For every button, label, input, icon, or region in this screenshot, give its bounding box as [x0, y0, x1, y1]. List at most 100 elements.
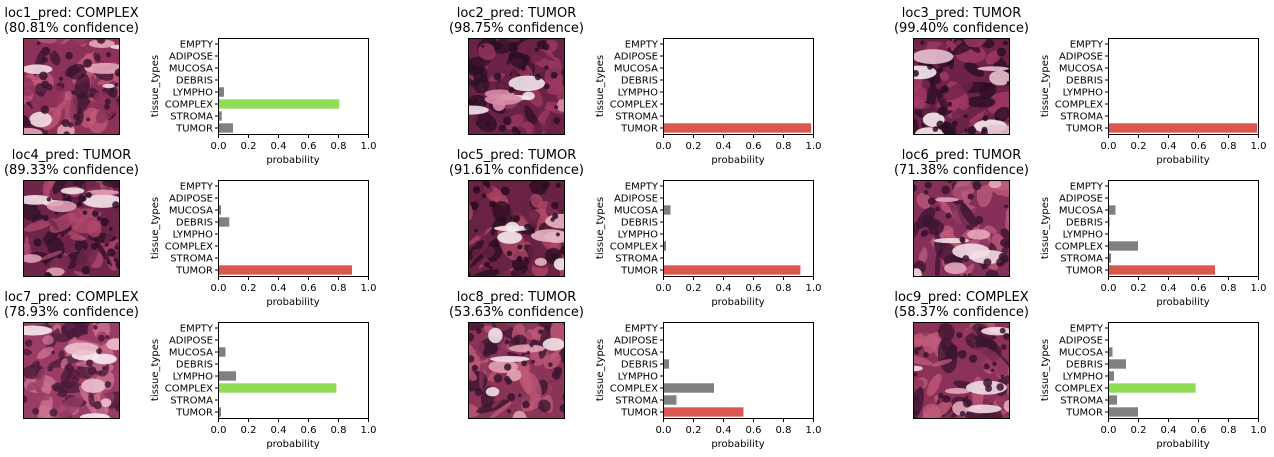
y-tick-label: TUMOR — [1065, 408, 1103, 419]
y-tick-label: ADIPOSE — [169, 194, 213, 205]
y-tick-label: MUCOSA — [1059, 348, 1103, 359]
y-tick-label: TUMOR — [620, 266, 658, 277]
x-axis-label: probability — [266, 439, 319, 450]
tile-subtitle: (89.33% confidence) — [4, 163, 139, 178]
bar-complex — [218, 99, 340, 109]
y-tick-label: MUCOSA — [614, 348, 658, 359]
x-tick-label: 0.2 — [241, 425, 257, 436]
x-tick-label: 0.4 — [716, 141, 732, 152]
y-tick-label: ADIPOSE — [1059, 194, 1103, 205]
y-tick-label: LYMPHO — [173, 88, 214, 99]
x-tick-label: 0.0 — [1101, 425, 1117, 436]
tile-title: loc5_pred: TUMOR — [457, 148, 577, 163]
y-axis-label: tissue_types — [1040, 55, 1051, 117]
bar-tumor — [1108, 265, 1216, 275]
x-tick-label: 0.4 — [1161, 425, 1177, 436]
y-tick-label: DEBRIS — [176, 218, 213, 229]
y-axis-label: tissue_types — [595, 197, 606, 259]
bar-mucosa — [663, 205, 671, 215]
y-tick-label: STROMA — [170, 254, 213, 265]
probability-bar-chart: EMPTYADIPOSEMUCOSADEBRISLYMPHOCOMPLEXSTR… — [150, 322, 377, 450]
y-tick-label: TUMOR — [1065, 124, 1103, 135]
bar-tumor — [663, 123, 812, 133]
plot-frame — [1108, 38, 1259, 135]
x-tick-label: 0.2 — [241, 141, 257, 152]
y-tick-label: EMPTY — [625, 182, 659, 193]
bar-stroma — [218, 111, 222, 121]
y-axis-label: tissue_types — [1040, 339, 1051, 401]
y-tick-label: MUCOSA — [1059, 206, 1103, 217]
x-axis-label: probability — [711, 297, 764, 308]
y-axis-label: tissue_types — [150, 55, 161, 117]
tile-title: loc8_pred: TUMOR — [457, 290, 577, 305]
x-tick-label: 0.2 — [686, 283, 702, 294]
bar-stroma — [663, 395, 677, 405]
plot-frame — [218, 322, 369, 419]
y-tick-label: DEBRIS — [1066, 218, 1103, 229]
bar-lympho — [218, 87, 224, 97]
x-axis-label: probability — [266, 155, 319, 166]
y-tick-label: STROMA — [1060, 396, 1103, 407]
x-tick-label: 0.4 — [271, 425, 287, 436]
y-tick-label: TUMOR — [175, 408, 213, 419]
bar-mucosa — [1108, 205, 1116, 215]
plot-frame — [663, 180, 814, 277]
y-tick-label: MUCOSA — [614, 206, 658, 217]
x-tick-label: 1.0 — [806, 141, 822, 152]
y-tick-label: ADIPOSE — [614, 194, 658, 205]
y-tick-label: STROMA — [615, 396, 658, 407]
y-tick-label: LYMPHO — [618, 372, 659, 383]
probability-bar-chart: EMPTYADIPOSEMUCOSADEBRISLYMPHOCOMPLEXSTR… — [595, 322, 821, 450]
probability-bar-chart: EMPTYADIPOSEMUCOSADEBRISLYMPHOCOMPLEXSTR… — [1040, 38, 1266, 166]
x-tick-label: 0.8 — [776, 283, 792, 294]
bar-tumor — [218, 265, 352, 275]
y-tick-label: LYMPHO — [618, 88, 659, 99]
x-tick-label: 0.0 — [656, 283, 672, 294]
x-tick-label: 0.4 — [716, 425, 732, 436]
tile-subtitle: (71.38% confidence) — [894, 163, 1029, 178]
tissue-image — [23, 180, 120, 277]
y-tick-label: COMPLEX — [165, 384, 213, 395]
x-tick-label: 0.8 — [1221, 141, 1237, 152]
tissue-image — [468, 38, 565, 135]
tile-panel: loc7_pred: COMPLEX(78.93% confidence) EMP… — [4, 290, 376, 450]
y-tick-label: EMPTY — [625, 40, 659, 51]
x-axis-label: probability — [1156, 439, 1209, 450]
bar-debris — [218, 217, 230, 227]
tile-panel: loc2_pred: TUMOR(98.75% confidence) EMPTY… — [449, 6, 822, 166]
bar-complex — [1108, 383, 1196, 393]
tile-subtitle: (99.40% confidence) — [894, 21, 1029, 36]
y-tick-label: DEBRIS — [621, 360, 658, 371]
x-tick-label: 0.4 — [271, 283, 287, 294]
x-tick-label: 0.8 — [331, 425, 347, 436]
y-tick-label: STROMA — [1060, 254, 1103, 265]
probability-bar-chart: EMPTYADIPOSEMUCOSADEBRISLYMPHOCOMPLEXSTR… — [595, 180, 821, 308]
tile-panel: loc3_pred: TUMOR(99.40% confidence) EMPTY… — [894, 6, 1266, 166]
x-tick-label: 0.2 — [1131, 425, 1147, 436]
probability-bar-chart: EMPTYADIPOSEMUCOSADEBRISLYMPHOCOMPLEXSTR… — [150, 38, 376, 166]
y-tick-label: COMPLEX — [610, 242, 658, 253]
y-tick-label: STROMA — [170, 396, 213, 407]
plot-frame — [663, 322, 814, 419]
y-tick-label: COMPLEX — [1055, 242, 1103, 253]
x-tick-label: 0.4 — [716, 283, 732, 294]
y-tick-label: DEBRIS — [621, 76, 658, 87]
x-tick-label: 0.6 — [746, 283, 762, 294]
y-tick-label: EMPTY — [180, 40, 214, 51]
tissue-image — [23, 38, 120, 135]
y-tick-label: MUCOSA — [169, 206, 213, 217]
y-tick-label: COMPLEX — [165, 242, 213, 253]
x-tick-label: 1.0 — [361, 283, 377, 294]
x-tick-label: 1.0 — [1251, 283, 1267, 294]
x-tick-label: 0.8 — [776, 425, 792, 436]
x-tick-label: 0.6 — [301, 283, 317, 294]
bar-lympho — [218, 371, 236, 381]
y-tick-label: COMPLEX — [610, 100, 658, 111]
x-tick-label: 1.0 — [361, 425, 377, 436]
bar-stroma — [1108, 395, 1117, 405]
y-tick-label: DEBRIS — [176, 360, 213, 371]
x-tick-label: 0.2 — [686, 425, 702, 436]
plot-frame — [1108, 322, 1259, 419]
x-tick-label: 0.0 — [656, 141, 672, 152]
